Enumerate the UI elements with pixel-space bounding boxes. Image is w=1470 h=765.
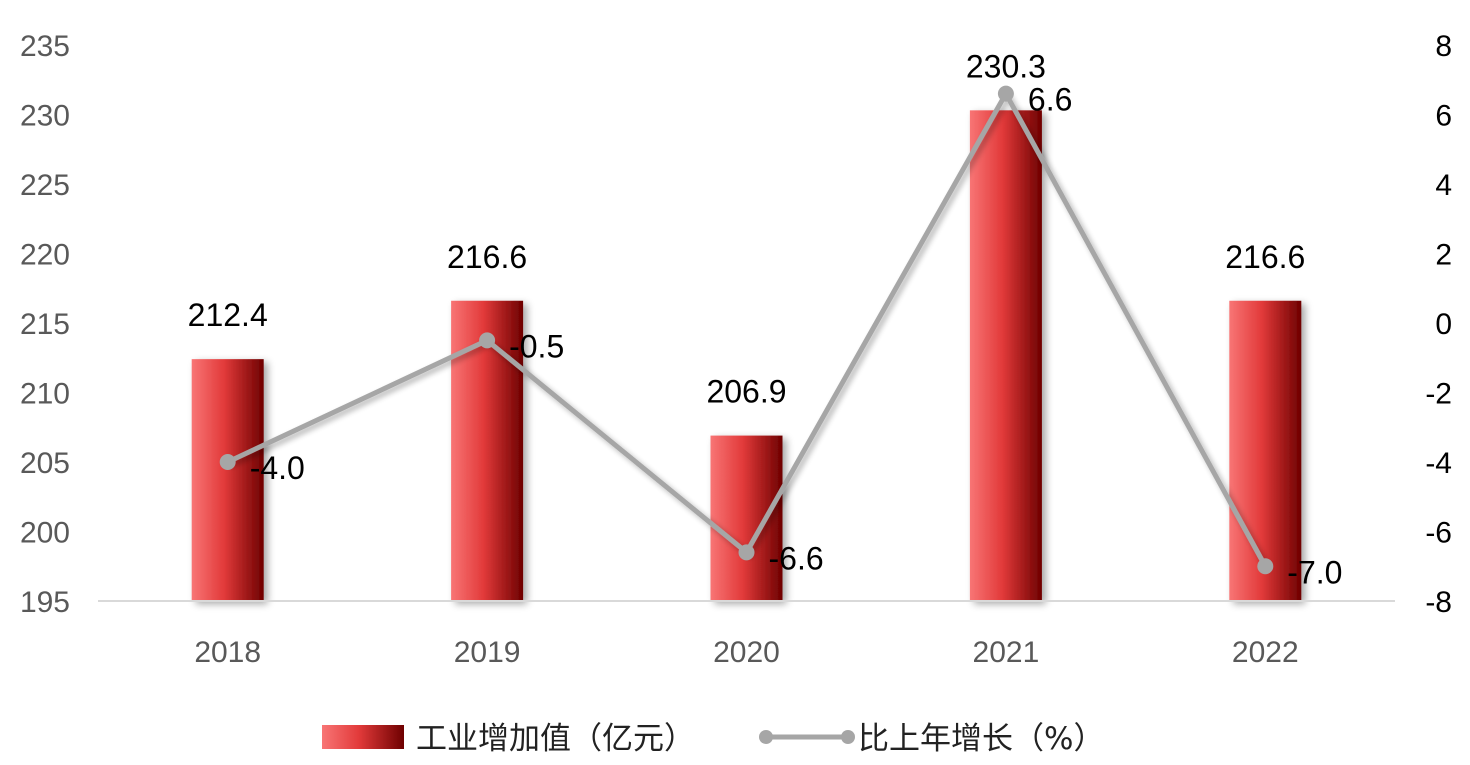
left-y-axis: 195 200 205 210 215 220 225 230 235 xyxy=(20,30,70,619)
legend-item-bar: 工业增加值（亿元） xyxy=(322,721,695,757)
line-point-2018 xyxy=(219,454,236,470)
x-axis: 2018 2019 2020 2021 2022 xyxy=(194,636,1298,669)
right-tick-label: 8 xyxy=(1435,30,1452,63)
legend-line-marker xyxy=(759,730,773,744)
line-data-labels: -4.0 -0.5 -6.6 6.6 -7.0 xyxy=(250,82,1343,591)
left-tick-label: 210 xyxy=(20,378,70,411)
left-tick-label: 230 xyxy=(20,100,70,133)
bar-value-label: 216.6 xyxy=(1225,239,1305,275)
legend: 工业增加值（亿元） 比上年增长（%） xyxy=(322,721,1104,757)
bar-2018 xyxy=(191,359,264,601)
line-value-label: -4.0 xyxy=(250,450,305,486)
bar-series xyxy=(191,110,1302,601)
x-tick-label: 2021 xyxy=(973,636,1040,669)
left-tick-label: 200 xyxy=(20,517,70,550)
line-point-2021 xyxy=(997,85,1014,102)
right-tick-label: 0 xyxy=(1435,308,1452,341)
bar-value-label: 216.6 xyxy=(447,239,527,275)
bar-2021 xyxy=(969,110,1042,601)
bar-value-label: 206.9 xyxy=(706,374,786,410)
left-tick-label: 195 xyxy=(20,586,70,619)
line-value-label: -7.0 xyxy=(1287,554,1342,590)
x-tick-label: 2022 xyxy=(1232,636,1299,669)
legend-bar-swatch xyxy=(322,725,404,749)
right-y-axis: -8 -6 -4 -2 0 2 4 6 8 xyxy=(1425,30,1452,619)
bar-2022 xyxy=(1229,300,1302,601)
legend-line-label: 比上年增长（%） xyxy=(858,721,1104,757)
x-tick-label: 2019 xyxy=(454,636,521,669)
bar-2020 xyxy=(710,435,783,601)
line-value-label: -0.5 xyxy=(509,328,564,364)
right-tick-label: 6 xyxy=(1435,100,1452,133)
right-tick-label: -8 xyxy=(1425,586,1452,619)
right-tick-label: -6 xyxy=(1425,517,1452,550)
legend-bar-label: 工业增加值（亿元） xyxy=(416,721,695,757)
bar-value-label: 230.3 xyxy=(966,48,1046,84)
right-tick-label: -4 xyxy=(1425,447,1452,480)
right-tick-label: 2 xyxy=(1435,239,1452,272)
line-point-2019 xyxy=(479,332,496,349)
left-tick-label: 235 xyxy=(20,30,70,63)
line-series xyxy=(219,85,1274,575)
legend-item-line: 比上年增长（%） xyxy=(759,721,1104,757)
x-tick-label: 2018 xyxy=(194,636,261,669)
right-tick-label: 4 xyxy=(1435,169,1452,202)
bar-value-label: 212.4 xyxy=(188,297,268,333)
line-point-2022 xyxy=(1257,558,1274,575)
left-tick-label: 215 xyxy=(20,308,70,341)
line-point-2020 xyxy=(738,544,755,561)
x-tick-label: 2020 xyxy=(713,636,780,669)
left-tick-label: 205 xyxy=(20,447,70,480)
line-value-label: -6.6 xyxy=(769,540,824,576)
bar-data-labels: 212.4 216.6 206.9 230.3 216.6 xyxy=(188,48,1306,409)
legend-line-marker xyxy=(841,730,855,744)
left-tick-label: 220 xyxy=(20,239,70,272)
right-tick-label: -2 xyxy=(1425,378,1452,411)
line-value-label: 6.6 xyxy=(1028,82,1072,118)
left-tick-label: 225 xyxy=(20,169,70,202)
